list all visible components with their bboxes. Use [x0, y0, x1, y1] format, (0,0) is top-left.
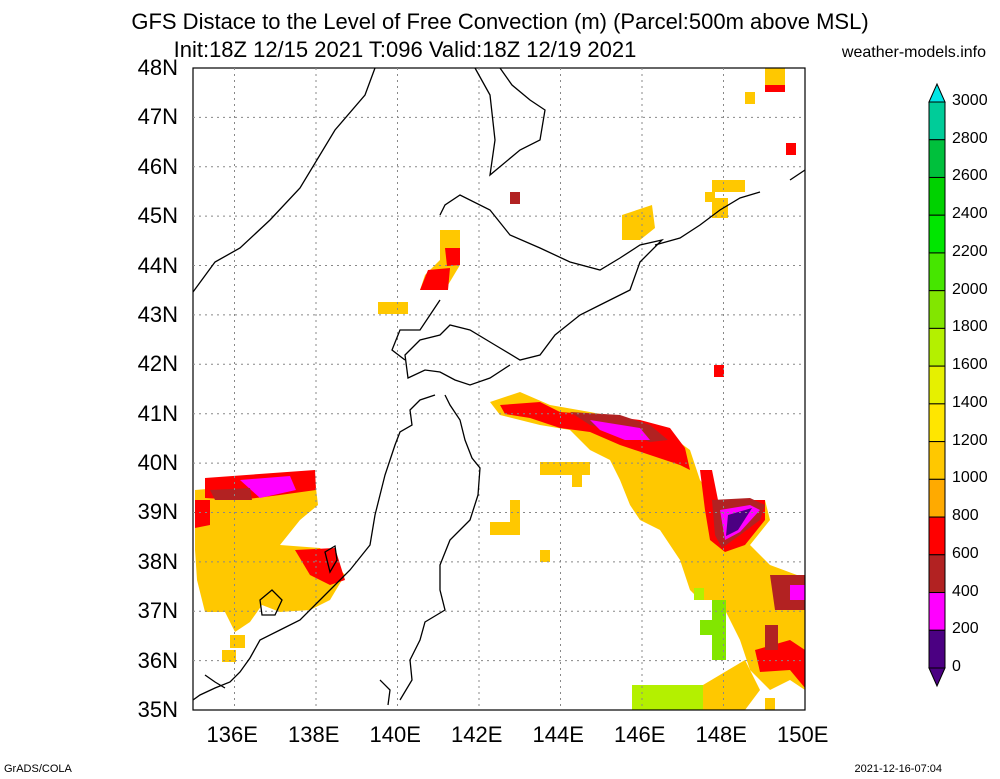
lon-label: 142E: [451, 722, 503, 747]
colorbar-swatch: [928, 478, 946, 518]
lat-label: 39N: [137, 499, 178, 525]
colorbar-swatch: [928, 592, 946, 631]
lon-label: 144E: [532, 722, 584, 747]
colorbar-label: 2800: [952, 129, 988, 147]
lat-label: 43N: [137, 301, 178, 327]
lat-label: 41N: [137, 400, 178, 426]
colorbar-label: 600: [952, 544, 979, 562]
colorbar-swatch: [928, 327, 946, 367]
lat-label: 38N: [137, 548, 178, 574]
colorbar-label: 3000: [952, 92, 988, 109]
lat-label: 47N: [137, 104, 178, 130]
graticule: [193, 68, 805, 710]
lat-label: 42N: [137, 351, 178, 377]
lat-label: 48N: [137, 55, 178, 80]
lon-label: 148E: [695, 722, 747, 747]
lat-label: 36N: [137, 647, 178, 673]
map-title-line2: Init:18Z 12/15 2021 T:096 Valid:18Z 12/1…: [173, 37, 637, 62]
lat-label: 44N: [137, 252, 178, 278]
colorbar-label: 2200: [952, 242, 988, 260]
lat-label: 37N: [137, 598, 178, 624]
coastlines: [192, 67, 806, 706]
lon-label: 136E: [206, 722, 258, 747]
colorbar-swatch: [928, 214, 946, 254]
colorbar-swatch: [928, 290, 946, 329]
colorbar-label: 2000: [952, 280, 988, 298]
colorbar-label: 800: [952, 507, 979, 525]
colorbar-label: 1200: [952, 431, 988, 449]
lat-label: 40N: [137, 450, 178, 476]
colorbar-swatch: [928, 101, 946, 141]
colorbar-swatch: [928, 629, 946, 669]
lon-label: 140E: [369, 722, 421, 747]
lat-label: 46N: [137, 153, 178, 179]
colorbar: [928, 82, 946, 688]
colorbar-label: 1600: [952, 356, 988, 374]
colorbar-label: 400: [952, 582, 979, 600]
colorbar-swatch: [928, 403, 946, 443]
colorbar-swatch: [928, 441, 946, 480]
map-title-line1: GFS Distace to the Level of Free Convect…: [131, 9, 869, 34]
lat-label: 35N: [137, 697, 178, 722]
lfc-shading: [195, 68, 805, 710]
colorbar-top-arrow: [928, 82, 946, 103]
colorbar-swatch: [928, 516, 946, 556]
colorbar-label: 200: [952, 620, 979, 638]
footer-right: 2021-12-16-07:04: [854, 763, 942, 775]
colorbar-label: 1800: [952, 318, 988, 336]
site-credit: weather-models.info: [841, 44, 986, 61]
lon-label: 150E: [777, 722, 829, 747]
colorbar-swatch: [928, 139, 946, 178]
lat-label: 45N: [137, 203, 178, 229]
colorbar-label: 1000: [952, 469, 988, 487]
map-frame: [192, 67, 806, 711]
colorbar-label: 2400: [952, 205, 988, 223]
colorbar-swatch: [928, 252, 946, 292]
colorbar-label: 2600: [952, 167, 988, 185]
lon-label: 138E: [288, 722, 340, 747]
colorbar-bottom-arrow: [928, 667, 946, 688]
lon-label: 146E: [614, 722, 666, 747]
colorbar-label: 1400: [952, 393, 988, 411]
footer-left: GrADS/COLA: [4, 763, 72, 775]
colorbar-swatch: [928, 554, 946, 594]
colorbar-swatch: [928, 365, 946, 405]
colorbar-label: 0: [952, 658, 961, 675]
colorbar-swatch: [928, 176, 946, 216]
